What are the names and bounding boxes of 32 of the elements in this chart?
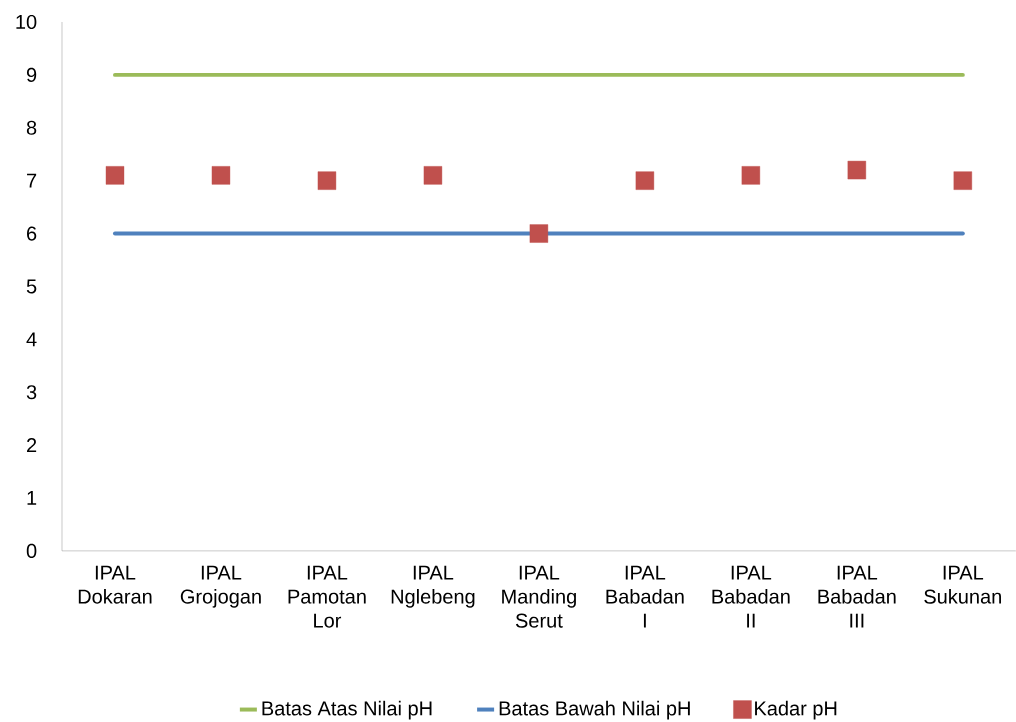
x-tick-label: IPAL Manding Serut [502,565,576,628]
x-tick-label: IPAL Grojogan [180,565,261,608]
y-tick-label: 9 [26,67,37,82]
legend-label: Batas Atas Nilai pH [262,700,432,720]
x-tick-label: IPAL Babadan I [606,565,684,628]
point [847,160,867,180]
point [953,171,973,190]
point [635,171,655,190]
point [423,166,443,185]
y-tick-label: 1 [27,490,37,505]
point [741,166,761,185]
x-tick-label: IPAL Babadan III [818,565,896,628]
point [317,171,337,190]
x-tick-label: IPAL Nglebeng [391,565,475,608]
y-tick-label: 7 [27,173,37,188]
y-tick-label: 10 [16,14,37,29]
point [211,166,231,185]
x-tick-label: IPAL Babadan II [712,565,790,628]
y-tick-label: 4 [26,332,37,347]
y-tick-label: 6 [27,226,37,241]
y-tick-label: 0 [26,543,37,558]
legend-label: Kadar pH [755,700,837,720]
point [529,224,549,243]
point [105,166,125,185]
legend-label: Batas Bawah Nilai pH [499,700,690,720]
y-tick-label: 8 [26,120,37,135]
x-tick-label: IPAL Sukunan [924,565,1001,604]
x-tick-label: IPAL Pamotan Lor [288,565,366,628]
y-tick-label: 2 [27,437,37,452]
x-tick-label: IPAL Dokaran [78,565,152,604]
y-tick-label: 5 [26,279,37,294]
y-tick-label: 3 [26,384,37,400]
